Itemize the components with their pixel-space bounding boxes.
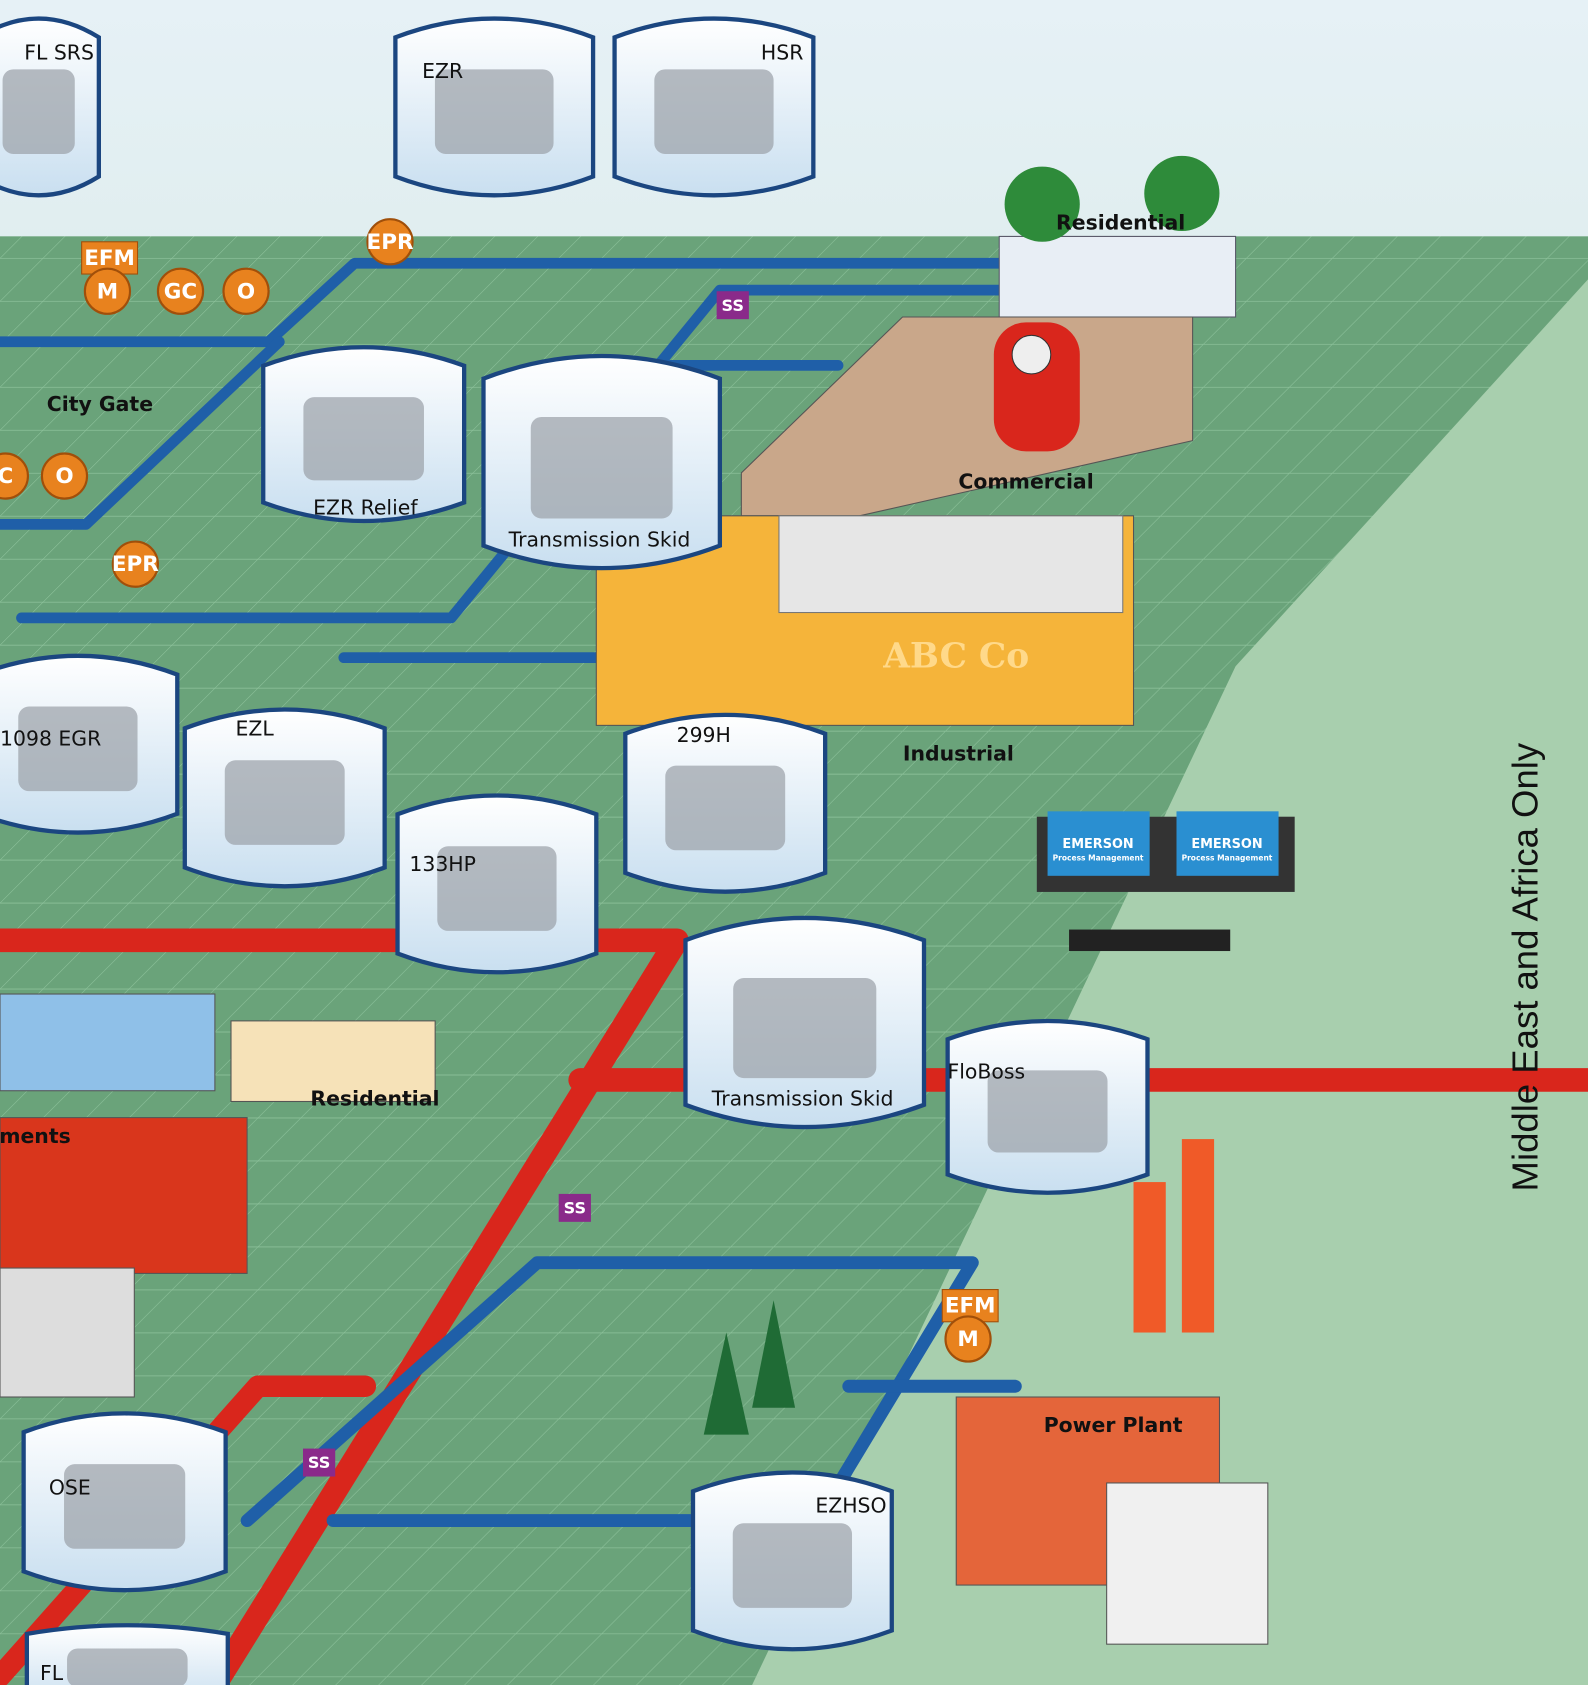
area-label: City Gate xyxy=(47,392,153,416)
badge-label: SS xyxy=(564,1198,586,1217)
product-label: 1098 EGR xyxy=(0,726,101,750)
monitor-brand: Process Management xyxy=(1182,854,1273,863)
badge-label: GC xyxy=(164,279,197,304)
monitor-brand: EMERSON xyxy=(1062,837,1133,852)
badge-label: C xyxy=(0,464,13,489)
area-label: Commercial xyxy=(958,470,1093,494)
area-label: Residential xyxy=(1056,211,1185,235)
product-image xyxy=(303,397,424,480)
warehouse xyxy=(0,1268,134,1397)
product-image xyxy=(654,69,773,154)
badge-label: SS xyxy=(308,1453,330,1472)
product-label: Transmission Skid xyxy=(711,1086,894,1110)
side-text: Middle East and Africa Only xyxy=(1504,742,1545,1191)
product-label: EZR Relief xyxy=(313,495,418,519)
product-label: OSE xyxy=(49,1475,91,1499)
badge-label: EPR xyxy=(112,552,159,577)
badge-label: EPR xyxy=(367,230,414,255)
company-sign: ABC Co xyxy=(882,637,1029,677)
badge-label: SS xyxy=(722,296,744,315)
badge-label: M xyxy=(957,1327,978,1352)
product-label: FL xyxy=(40,1661,64,1685)
product-image xyxy=(665,766,785,851)
product-label: HSR xyxy=(761,41,803,65)
badge-label: O xyxy=(237,279,255,304)
area-label: Residential xyxy=(310,1086,439,1110)
monitor-brand: Process Management xyxy=(1053,854,1144,863)
keyboard xyxy=(1069,930,1230,951)
area-label: Power Plant xyxy=(1044,1413,1183,1437)
product-image xyxy=(531,417,673,519)
page: {"products":[{"label":"FL SRS"},{"label"… xyxy=(0,0,1588,1685)
chimney xyxy=(1182,1139,1214,1332)
product-label: EZHSO xyxy=(815,1494,886,1518)
product-image xyxy=(733,1523,852,1608)
chimney xyxy=(1134,1182,1166,1332)
product-label: Transmission Skid xyxy=(508,528,691,552)
badge-label: EFM xyxy=(84,246,135,271)
product-image xyxy=(733,978,876,1078)
badge-label: O xyxy=(55,464,73,489)
area-label: Industrial xyxy=(903,741,1014,765)
clock xyxy=(1012,335,1051,374)
product-label: FL SRS xyxy=(24,41,94,65)
diagram: FL SRS EZR HSR EZR Relief Transmission Skid 1… xyxy=(0,0,1588,1685)
product-image xyxy=(225,760,345,845)
product-label: 133HP xyxy=(409,852,476,876)
houses xyxy=(999,236,1235,317)
product-label: EZR xyxy=(422,59,463,83)
apartments xyxy=(0,994,215,1091)
product-image xyxy=(3,69,75,154)
badge-label: M xyxy=(97,279,118,304)
product-image xyxy=(67,1648,188,1685)
product-label: 299H xyxy=(677,723,731,747)
monitor-brand: EMERSON xyxy=(1191,837,1262,852)
area-label: tments xyxy=(0,1124,71,1148)
product-label: EZL xyxy=(236,717,275,741)
badge-label: EFM xyxy=(945,1294,996,1319)
product-label: FloBoss xyxy=(948,1059,1026,1083)
factory-roof xyxy=(779,516,1123,613)
power-annex xyxy=(1107,1483,1268,1644)
